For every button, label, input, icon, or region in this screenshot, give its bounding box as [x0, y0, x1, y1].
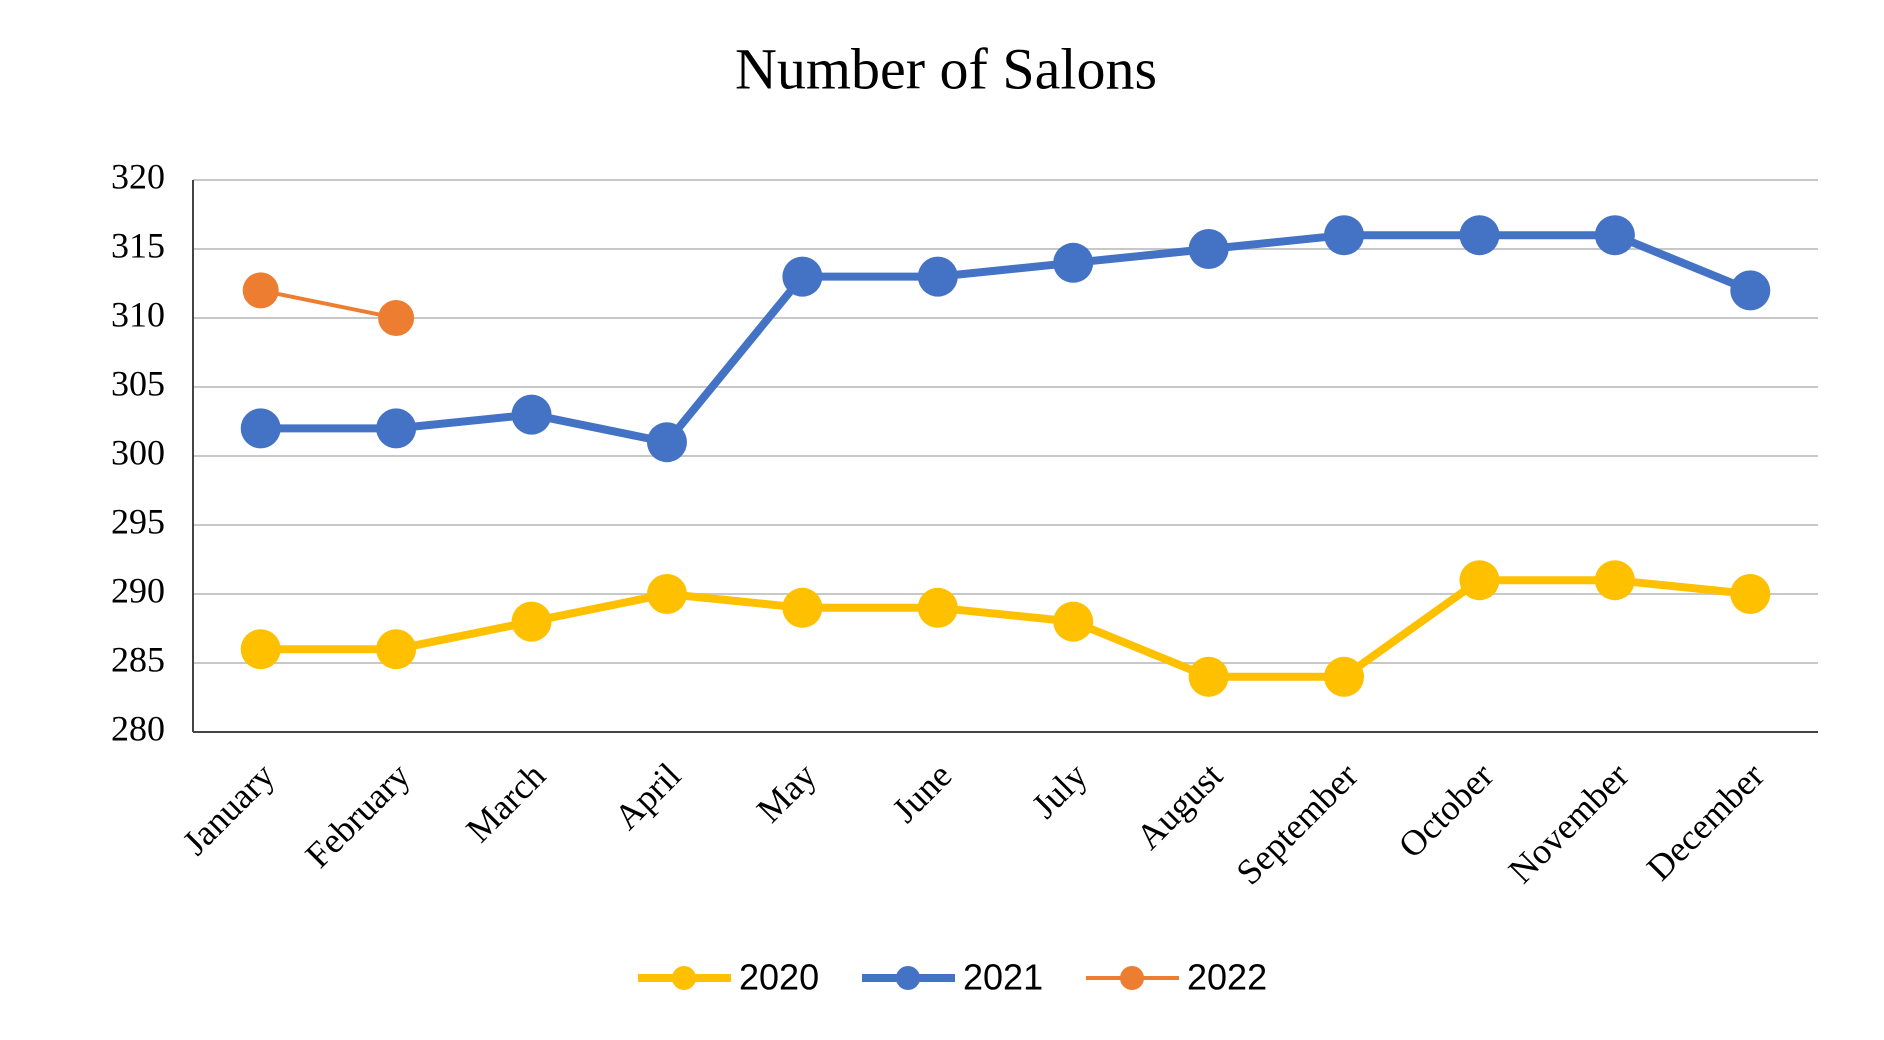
y-tick-label: 295: [111, 501, 165, 541]
x-tick-label: June: [884, 755, 959, 830]
point: [1594, 215, 1635, 256]
legend-marker: [1120, 966, 1144, 990]
point: [1188, 229, 1229, 269]
point: [1459, 215, 1500, 256]
y-tick-label: 300: [111, 432, 165, 472]
x-tick-label: January: [175, 755, 282, 862]
x-tick-label: July: [1024, 755, 1095, 826]
point: [511, 601, 552, 642]
y-tick-label: 285: [111, 639, 165, 679]
point: [782, 587, 823, 628]
point: [511, 394, 552, 435]
y-tick-label: 315: [111, 225, 165, 265]
series-line: [260, 288, 397, 320]
legend-label: 2021: [963, 957, 1043, 998]
legend-marker: [896, 966, 920, 990]
point: [376, 408, 417, 449]
point: [378, 300, 415, 336]
point: [1730, 574, 1771, 614]
x-tick-label: December: [1639, 755, 1772, 888]
x-tick-label: May: [749, 755, 824, 830]
x-tick-label: September: [1228, 755, 1365, 892]
point: [376, 629, 417, 670]
y-tick-label: 280: [111, 708, 165, 748]
point: [646, 422, 687, 463]
chart-title: Number of Salons: [735, 36, 1157, 101]
legend-marker: [672, 966, 696, 990]
point: [1594, 560, 1635, 601]
legend-label: 2022: [1187, 957, 1267, 998]
point: [917, 587, 958, 628]
x-tick-label: February: [297, 755, 417, 875]
y-tick-label: 290: [111, 570, 165, 610]
point: [240, 629, 281, 670]
point: [782, 256, 823, 297]
series-line: [260, 231, 1752, 447]
point: [240, 408, 281, 449]
point: [1324, 656, 1365, 697]
point: [646, 574, 687, 614]
y-tick-label: 310: [111, 294, 165, 334]
legend-label: 2020: [739, 957, 819, 998]
point: [242, 272, 279, 309]
point: [1053, 242, 1094, 283]
x-tick-label: March: [458, 755, 553, 850]
x-tick-label: October: [1391, 755, 1501, 865]
x-tick-label: April: [606, 755, 688, 837]
point: [917, 256, 958, 297]
x-tick-label: November: [1501, 755, 1637, 891]
point: [1324, 215, 1365, 256]
y-tick-label: 305: [111, 363, 165, 403]
y-tick-label: 320: [111, 156, 165, 196]
series-line: [260, 576, 1751, 681]
point: [1053, 601, 1094, 642]
point: [1188, 656, 1229, 697]
point: [1730, 270, 1771, 311]
x-tick-label: August: [1128, 755, 1230, 857]
point: [1459, 560, 1500, 601]
